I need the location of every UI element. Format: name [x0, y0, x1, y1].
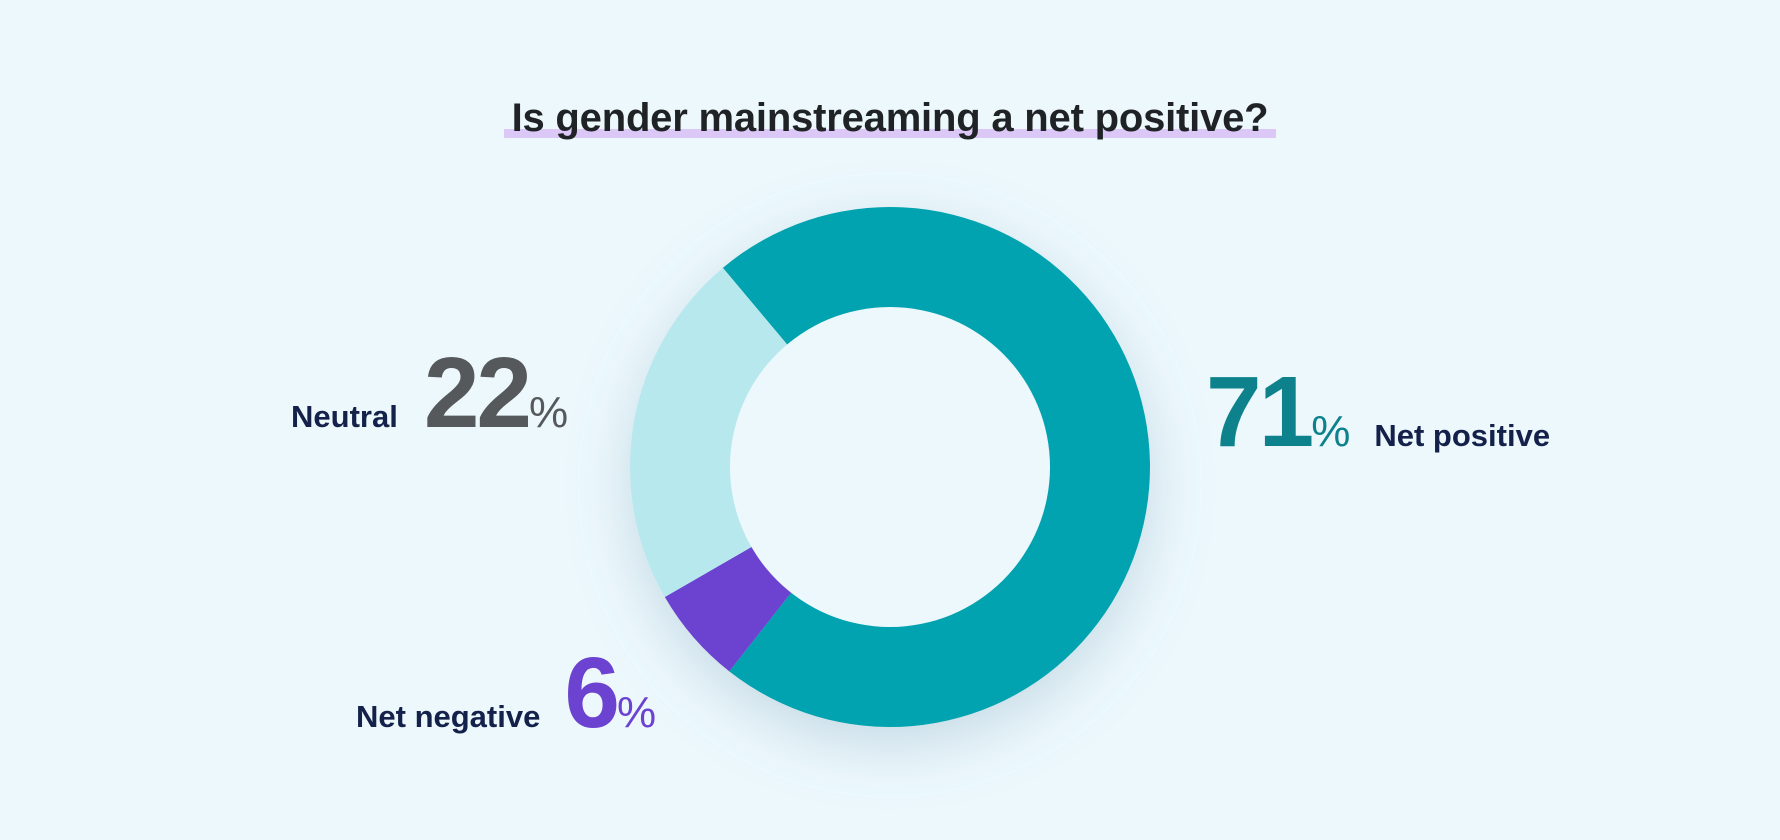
net-negative-percent-sign: %	[616, 688, 657, 737]
net-negative-callout: Net negative 6 %	[356, 643, 656, 743]
donut-hole	[730, 307, 1050, 627]
net-positive-callout: 71 % Net positive	[1206, 362, 1550, 462]
net-negative-label: Net negative	[356, 699, 541, 734]
chart-title-wrap: Is gender mainstreaming a net positive?	[0, 90, 1780, 146]
chart-title-text: Is gender mainstreaming a net positive?	[511, 96, 1269, 140]
net-negative-value: 6	[564, 637, 620, 749]
neutral-callout: Neutral 22 %	[291, 343, 568, 443]
neutral-percent-sign: %	[529, 388, 569, 437]
neutral-label: Neutral	[291, 399, 398, 434]
net-positive-percent-sign: %	[1311, 407, 1351, 456]
net-positive-label: Net positive	[1374, 418, 1551, 453]
net-positive-value: 71	[1206, 356, 1314, 468]
neutral-value: 22	[423, 337, 532, 449]
chart-title: Is gender mainstreaming a net positive?	[503, 90, 1277, 146]
